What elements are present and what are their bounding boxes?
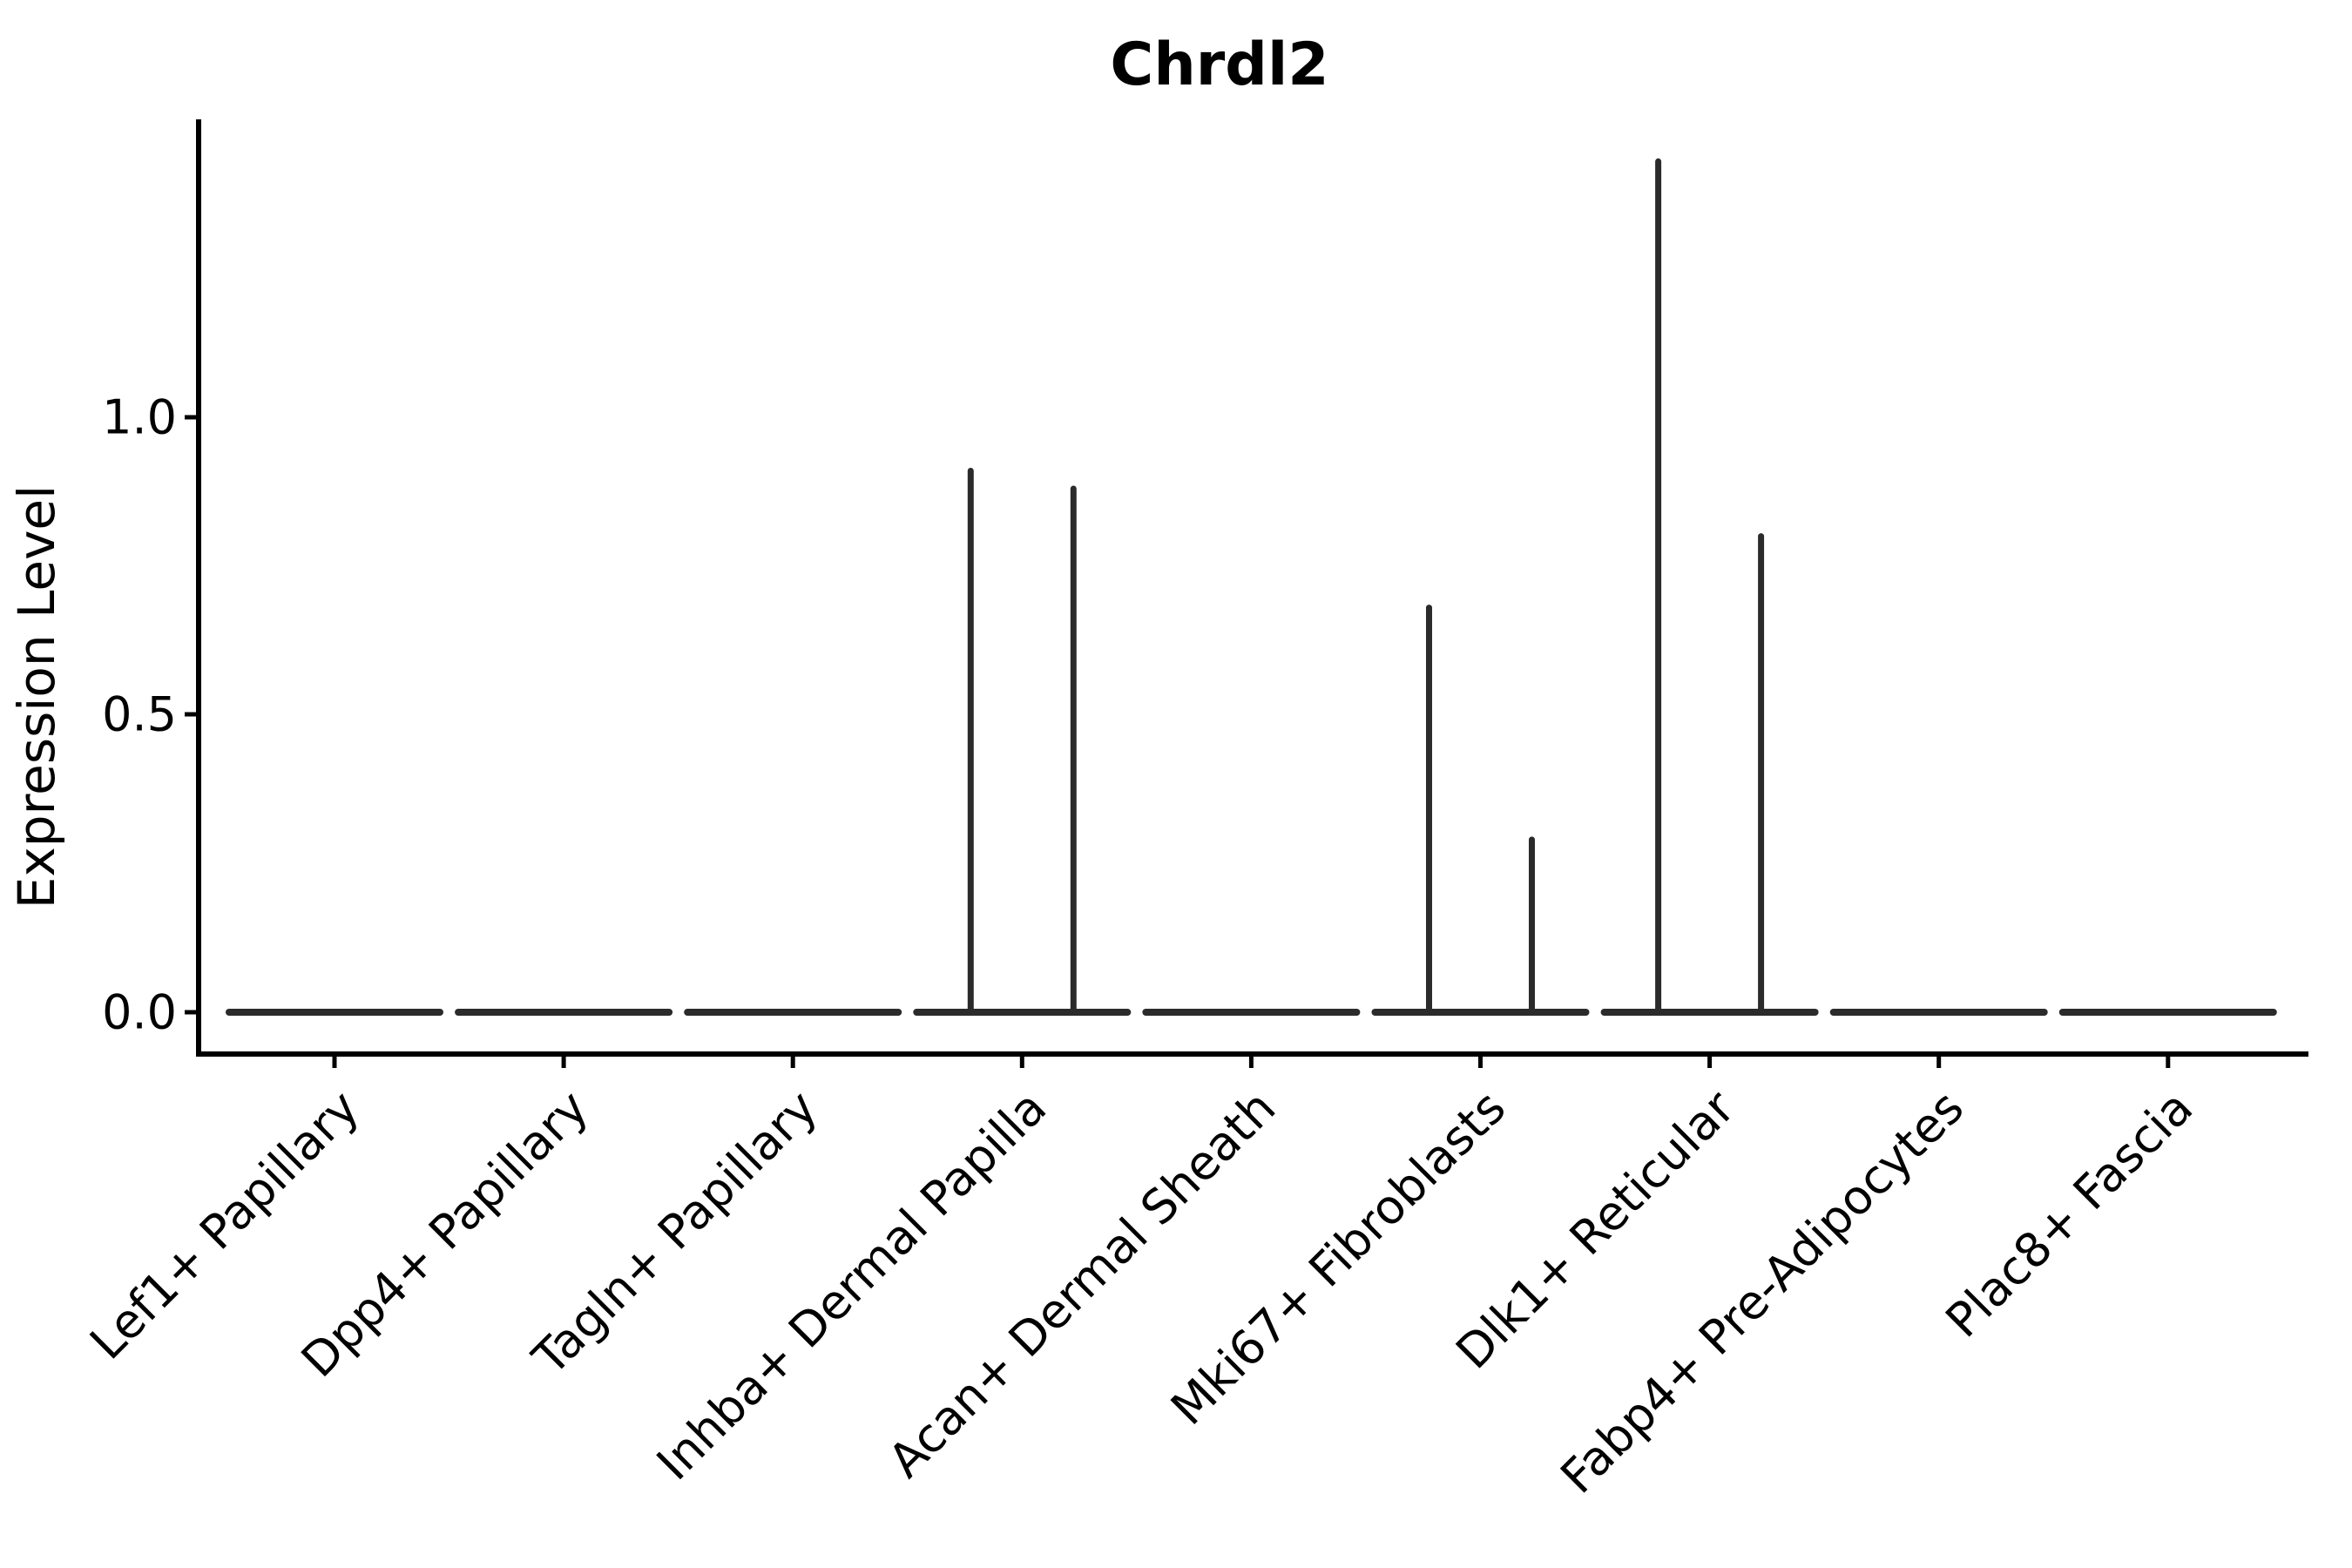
x-tick-label-acan-dermal-sheath: Acan+ Dermal Sheath <box>878 1080 1286 1488</box>
x-tick-marks <box>332 1054 2171 1068</box>
y-tick-marks <box>185 415 199 1015</box>
x-tick-label-inhba-dermal-papilla: Inhba+ Dermal Papilla <box>646 1080 1057 1490</box>
y-tick-label-0.0: 0.0 <box>102 985 177 1040</box>
chart-title: Chrdl2 <box>1110 30 1328 99</box>
x-tick-label-plac8-fascia: Plac8+ Fascia <box>1936 1080 2204 1348</box>
y-axis-label: Expression Level <box>7 485 66 909</box>
violin-layer <box>226 158 2277 1016</box>
y-tick-label-1.0: 1.0 <box>102 390 177 445</box>
x-tick-label-fabp4-pre-adipocytes: Fabp4+ Pre-Adipocytes <box>1550 1080 1974 1504</box>
y-tick-label-0.5: 0.5 <box>102 687 177 742</box>
